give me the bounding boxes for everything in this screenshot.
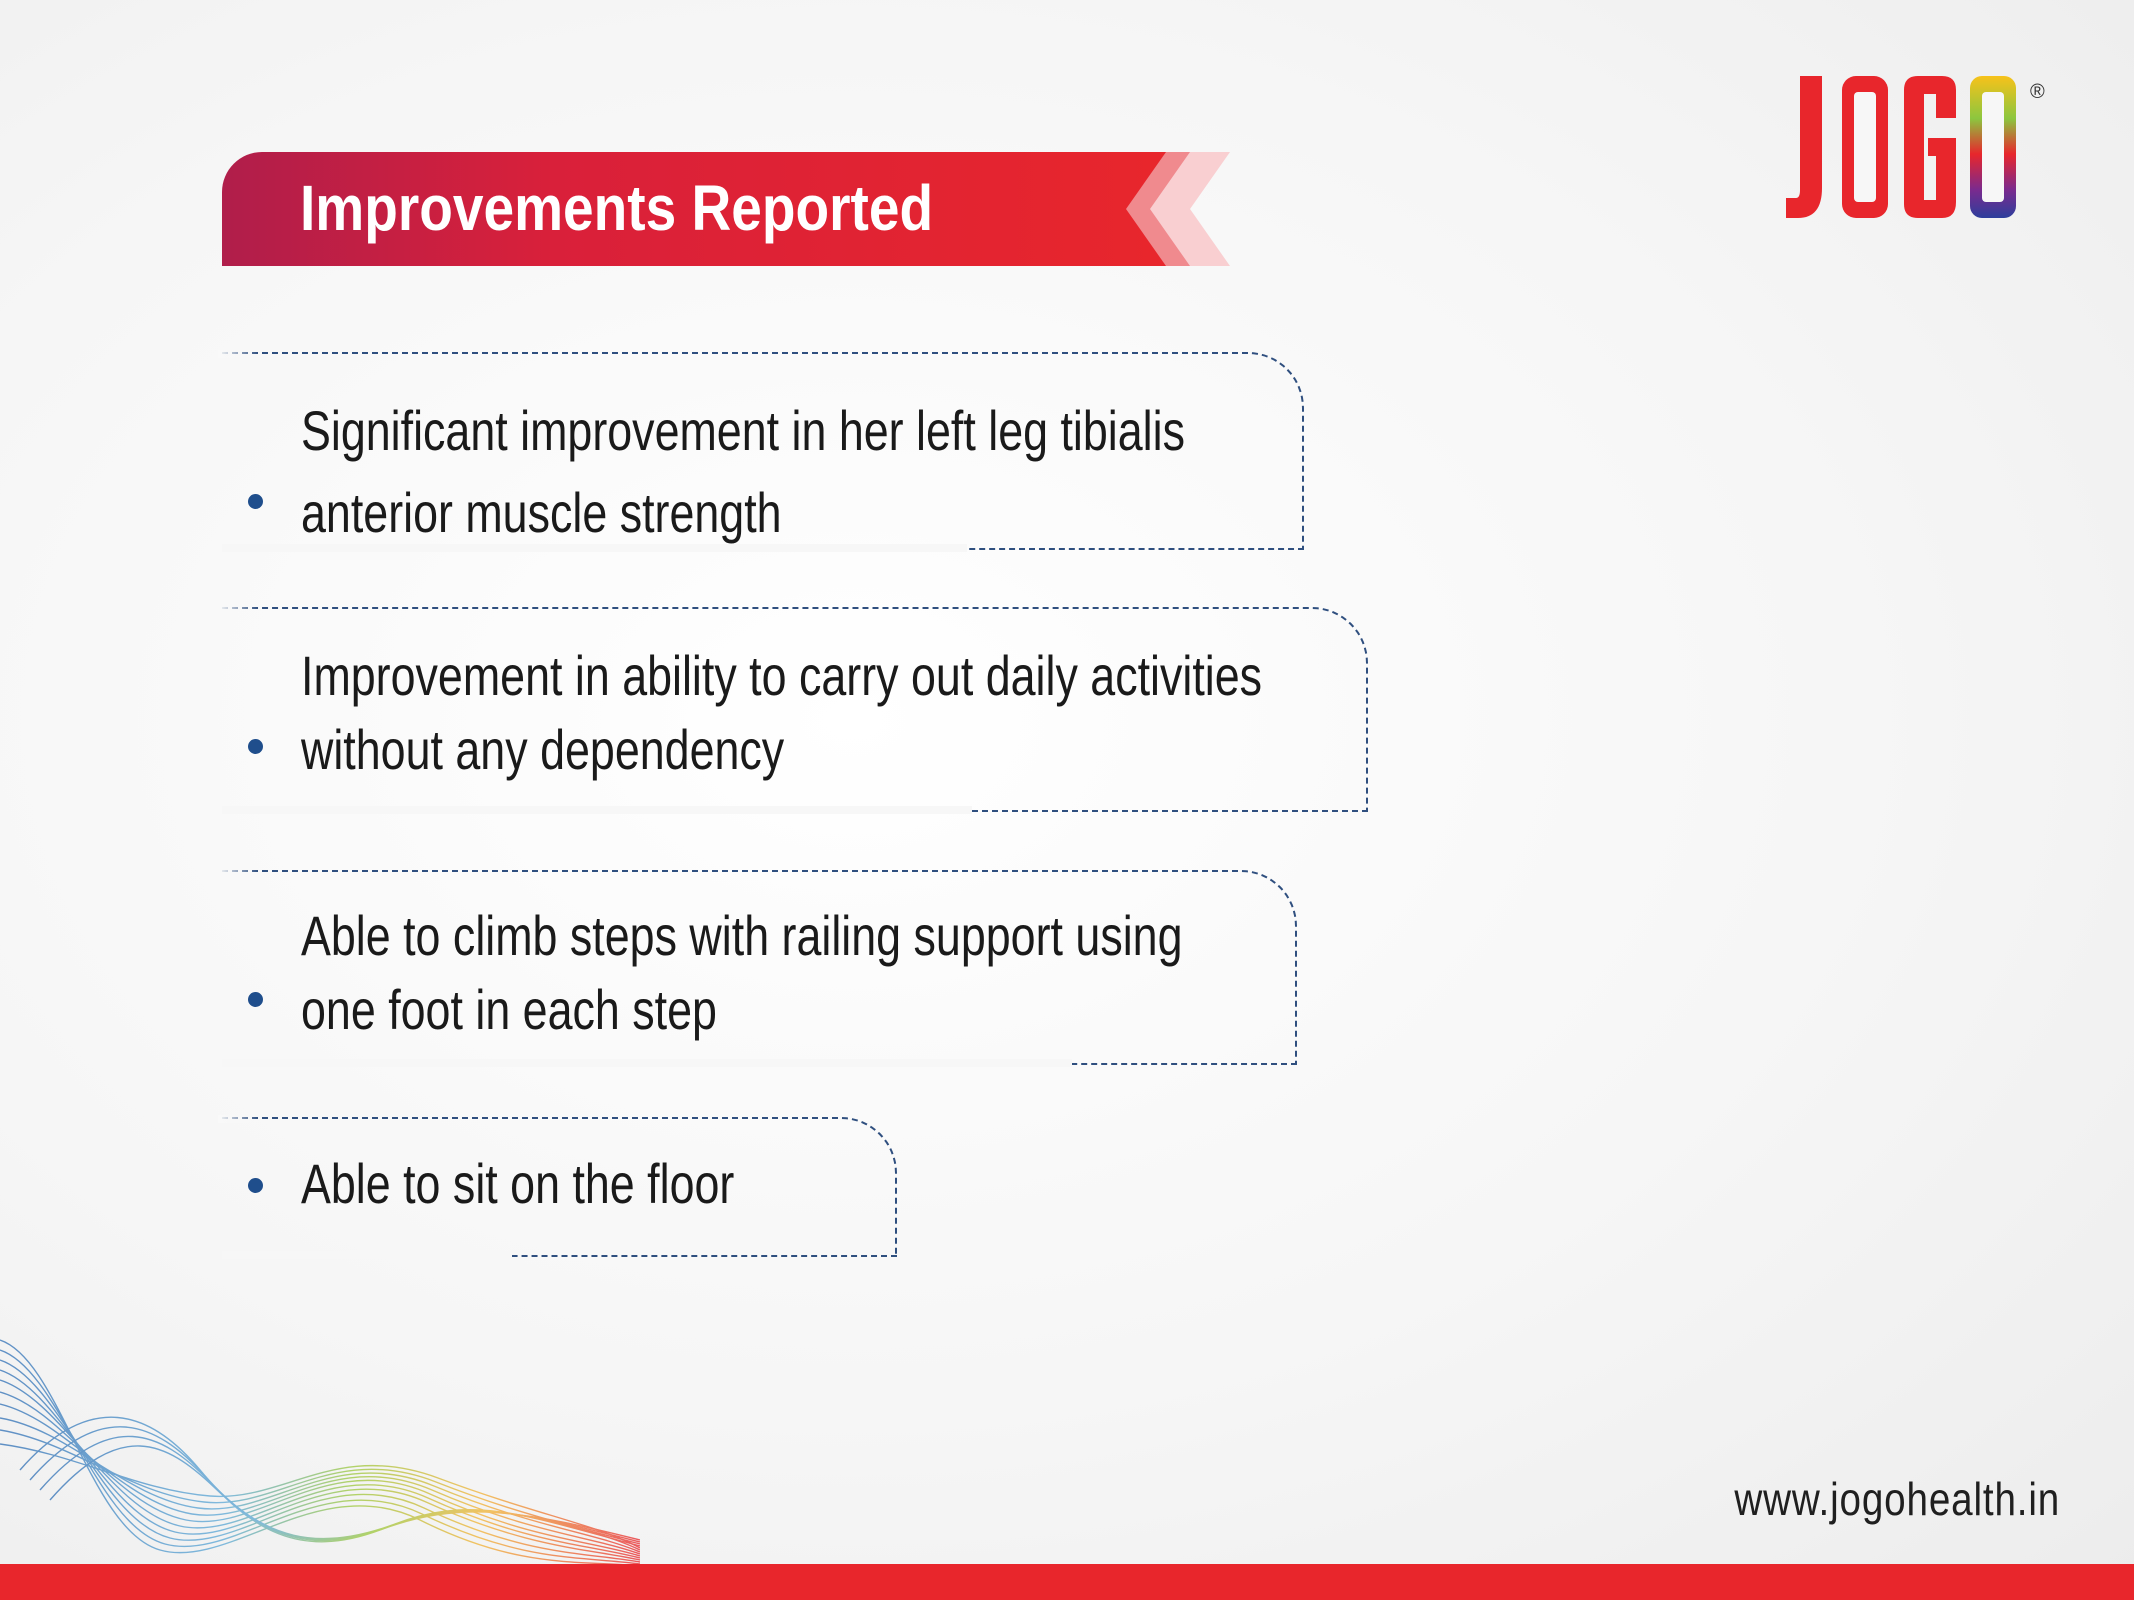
list-item-line: Improvement in ability to carry out dail… <box>301 644 1263 707</box>
list-item-line: Able to climb steps with railing support… <box>301 904 1183 967</box>
list-item-line: without any dependency <box>301 718 785 781</box>
registered-mark: ® <box>2030 81 2045 103</box>
list-item-line: anterior muscle strength <box>301 481 782 544</box>
bullet-icon <box>248 494 263 509</box>
list-item-line: Significant improvement in her left leg … <box>301 399 1185 462</box>
list-item: Significant improvement in her left leg … <box>218 350 1304 552</box>
footer-bar <box>0 1564 2134 1600</box>
bullet-icon <box>248 1178 263 1193</box>
jogo-logo: ® <box>1786 76 2045 218</box>
website-url[interactable]: www.jogohealth.in <box>1734 1473 2061 1525</box>
list-item-line: one foot in each step <box>301 978 717 1041</box>
section-header-banner: Improvements Reported <box>222 152 1167 266</box>
list-item: Able to sit on the floor <box>218 1115 897 1259</box>
list-item-text: Improvement in ability to carry out dail… <box>301 639 1262 787</box>
list-item-text: Able to climb steps with railing support… <box>301 899 1183 1047</box>
bullet-icon <box>248 739 263 754</box>
wave-decoration <box>0 1339 640 1567</box>
bullet-icon <box>248 992 263 1007</box>
list-item-text: Significant improvement in her left leg … <box>301 390 1185 554</box>
list-item-line: Able to sit on the floor <box>301 1152 735 1215</box>
section-title: Improvements Reported <box>300 172 934 244</box>
list-item: Improvement in ability to carry out dail… <box>218 605 1368 814</box>
list-item-text: Able to sit on the floor <box>301 1147 734 1221</box>
chevron-decoration-icon <box>1126 152 1230 266</box>
list-item: Able to climb steps with railing support… <box>218 868 1297 1067</box>
